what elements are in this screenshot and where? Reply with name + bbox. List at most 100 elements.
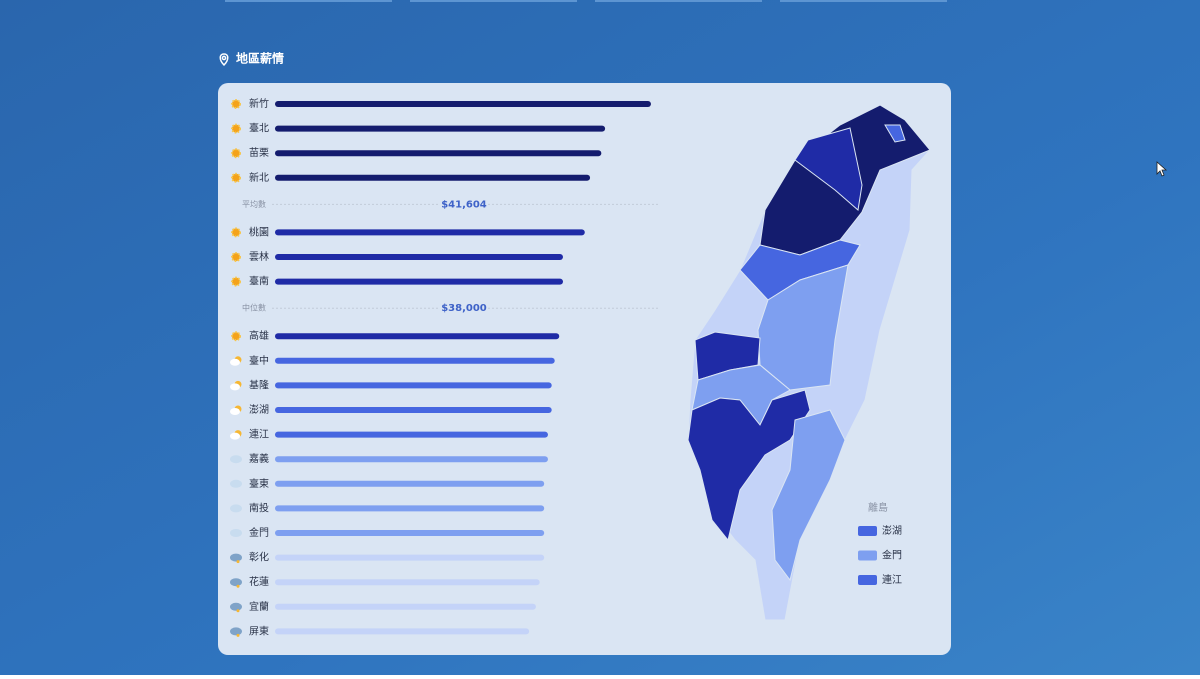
weather-icon: [230, 356, 242, 366]
cloud: [230, 627, 242, 636]
category-label: 臺中: [249, 354, 269, 367]
category-label: 嘉義: [249, 452, 269, 465]
bar: [275, 530, 545, 536]
sun: [236, 560, 240, 564]
category-label: 基隆: [249, 378, 269, 391]
bar: [275, 125, 606, 132]
cloud: [230, 432, 240, 440]
taiwan-map: [687, 104, 931, 621]
weather-icon: [231, 99, 241, 109]
cloud: [230, 529, 242, 537]
category-label: 桃園: [249, 225, 269, 238]
weather-icon: [230, 529, 242, 537]
label-bg: [236, 197, 272, 212]
legend-swatch: [858, 526, 877, 536]
bar: [275, 278, 563, 285]
reference-value: $38,000: [441, 303, 487, 314]
weather-icon: [230, 504, 242, 513]
label-bg: [236, 301, 272, 316]
pin-icon: [219, 53, 229, 67]
sun: [236, 633, 240, 637]
category-label: 新竹: [249, 97, 269, 110]
sun: [231, 148, 241, 159]
weather-icon: [231, 252, 241, 262]
sun: [231, 227, 241, 238]
bar: [275, 254, 563, 260]
sun: [236, 584, 240, 588]
weather-icon: [231, 123, 241, 134]
weather-icon: [230, 479, 242, 488]
label-bg: [440, 197, 488, 212]
weather-icon: [230, 430, 242, 440]
bar: [275, 101, 651, 107]
category-label: 雲林: [249, 250, 269, 263]
category-label: 臺北: [249, 122, 269, 135]
weather-icon: [231, 148, 241, 159]
cloud: [230, 383, 240, 391]
bar: [275, 480, 545, 487]
category-label: 臺東: [249, 477, 269, 490]
cloud: [230, 602, 242, 611]
sun: [231, 276, 241, 287]
cloud: [230, 504, 242, 513]
category-label: 花蓮: [249, 575, 269, 588]
category-label: 臺南: [249, 275, 269, 288]
bar: [275, 174, 591, 181]
weather-icon: [230, 405, 242, 415]
weather-icon: [230, 578, 242, 588]
legend-swatch: [858, 575, 877, 585]
cursor: [1156, 161, 1168, 177]
sun: [231, 252, 241, 262]
category-label: 澎湖: [249, 404, 269, 416]
weather-icon: [230, 627, 242, 637]
reference-label: 中位數: [242, 303, 266, 313]
label-bg: [440, 301, 488, 316]
category-label: 新北: [249, 171, 269, 184]
cloud: [230, 578, 242, 587]
bar: [275, 431, 548, 438]
weather-icon: [231, 227, 241, 238]
legend-swatch: [858, 550, 877, 561]
category-label: 金門: [249, 526, 269, 539]
bar: [275, 579, 540, 586]
category-label: 宜蘭: [249, 600, 269, 613]
sun: [231, 99, 241, 109]
cloud: [230, 553, 242, 562]
cloud: [230, 479, 242, 488]
category-label: 苗栗: [249, 147, 269, 159]
weather-icon: [230, 553, 242, 564]
bar: [275, 628, 530, 635]
reference-value: $41,604: [441, 199, 487, 210]
cloud: [230, 408, 240, 415]
cloud: [230, 358, 240, 366]
sun: [231, 172, 241, 183]
legend-title: 離島: [868, 501, 888, 514]
cloud: [230, 455, 242, 464]
sun: [236, 609, 240, 613]
category-label: 屏東: [249, 624, 269, 637]
bar: [275, 603, 536, 610]
legend-label: 澎湖: [882, 525, 902, 537]
bar: [275, 229, 585, 236]
bar: [275, 554, 545, 561]
legend-label: 連江: [882, 573, 902, 586]
bar: [275, 382, 552, 389]
reference-label: 平均數: [242, 199, 266, 209]
bar: [275, 407, 552, 413]
legend-label: 金門: [882, 549, 902, 562]
sun: [231, 331, 241, 342]
weather-icon: [231, 276, 241, 287]
bar: [275, 150, 602, 157]
weather-icon: [230, 380, 242, 391]
sun: [231, 123, 241, 134]
category-label: 高雄: [249, 329, 269, 342]
bar: [275, 456, 548, 463]
category-label: 連江: [249, 428, 269, 441]
bar: [275, 505, 545, 512]
weather-icon: [231, 331, 241, 342]
section-title: 地區薪情: [236, 51, 284, 66]
weather-icon: [230, 602, 242, 613]
bar: [275, 333, 560, 340]
category-label: 彰化: [249, 551, 269, 564]
